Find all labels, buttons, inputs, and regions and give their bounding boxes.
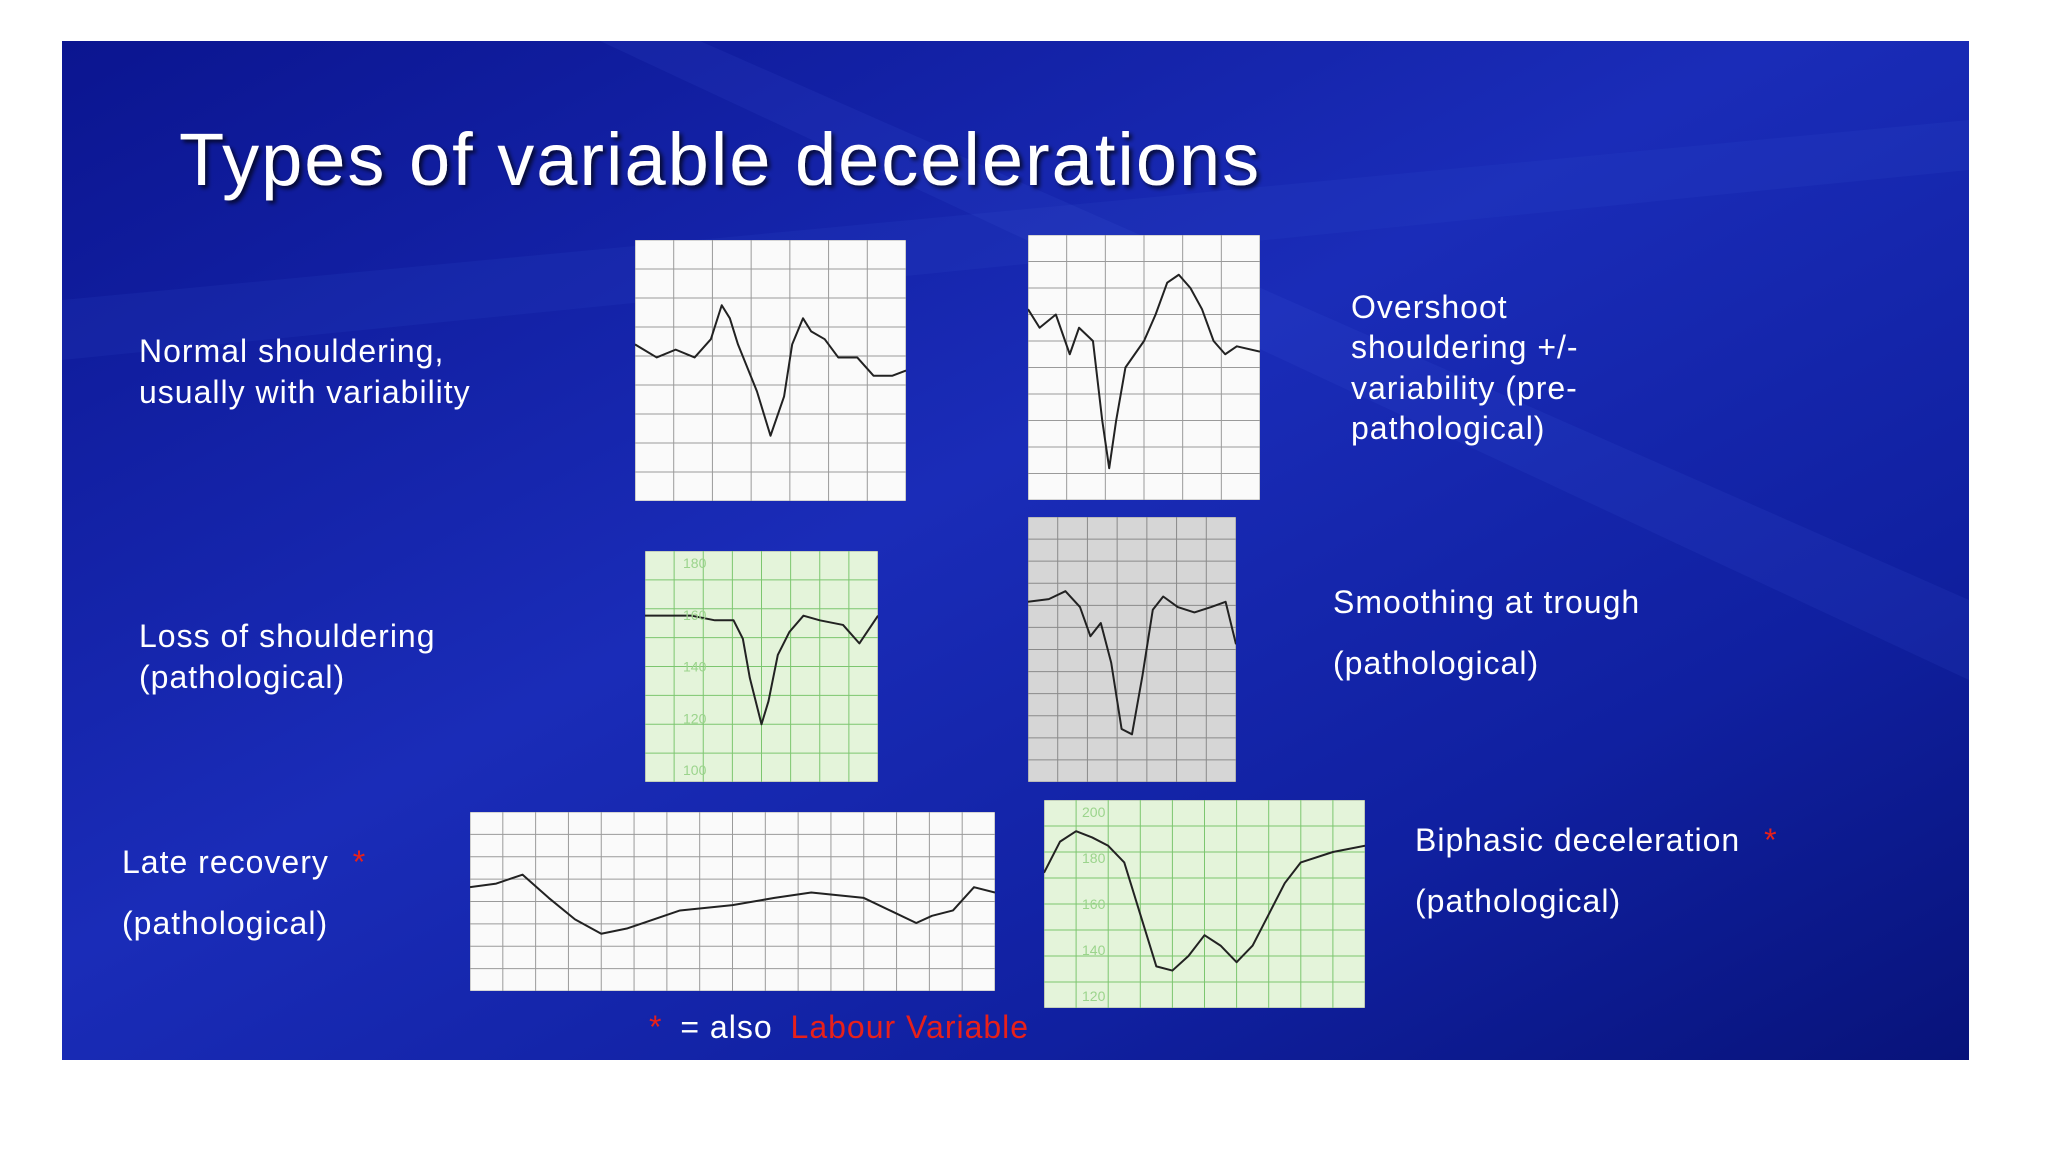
- panel-label: Biphasic deceleration * (pathological): [1415, 822, 1787, 919]
- fhr-trace: [1028, 275, 1260, 468]
- ctg-trace-image: [635, 240, 906, 501]
- fhr-trace: [635, 305, 906, 436]
- ctg-trace-image: [1044, 800, 1365, 1008]
- panel-label: Overshoot shouldering +/- variability (p…: [1351, 289, 1588, 446]
- slide-background: [62, 41, 1969, 1060]
- footnote: * = also Labour Variable: [649, 1009, 1029, 1045]
- scale-label: 100: [683, 762, 707, 778]
- scale-label: 160: [683, 607, 707, 623]
- ctg-trace-image: [1028, 517, 1236, 782]
- ctg-trace-image: [470, 812, 995, 991]
- scale-label: 140: [1082, 942, 1106, 958]
- scale-label: 140: [683, 659, 707, 675]
- panel-label: Loss of shouldering (pathological): [139, 618, 445, 695]
- scale-label: 160: [1082, 896, 1106, 912]
- fhr-trace: [1044, 831, 1365, 970]
- ctg-trace-image: [1028, 235, 1260, 500]
- scale-label: 200: [1082, 804, 1106, 820]
- background-streak: [62, 120, 1969, 360]
- ctg-traces: 180 160 140 120 100 200 180 160 140 120: [470, 235, 1365, 1008]
- panel-label: Normal shouldering, usually with variabi…: [139, 333, 471, 410]
- panel-label: Smoothing at trough (pathological): [1333, 584, 1650, 681]
- trace-paper: [635, 240, 906, 501]
- fhr-trace: [1028, 591, 1236, 734]
- scale-label: 180: [683, 555, 707, 571]
- fhr-trace: [645, 616, 878, 725]
- fhr-trace: [470, 875, 995, 934]
- background-streak: [600, 41, 1969, 680]
- panel-label: Late recovery * (pathological): [122, 844, 376, 941]
- scale-label: 180: [1082, 850, 1106, 866]
- scale-label: 120: [683, 710, 707, 726]
- slide-title: Types of variable decelerations: [179, 118, 1261, 201]
- scale-label: 120: [1082, 988, 1106, 1004]
- ctg-trace-image: [645, 551, 878, 782]
